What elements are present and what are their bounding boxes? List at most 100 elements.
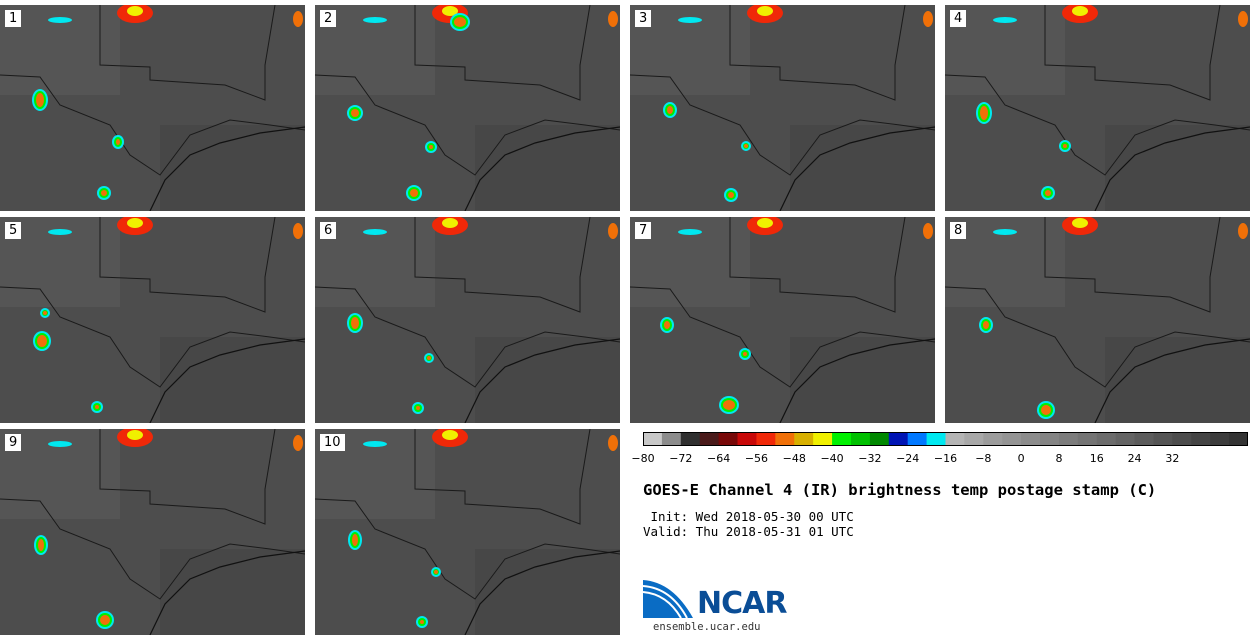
colorbar-swatch	[737, 432, 757, 446]
colorbar-swatch	[888, 432, 909, 446]
coastline	[779, 126, 935, 211]
panel-number: 9	[5, 434, 22, 451]
state-line	[1044, 5, 1221, 101]
colorbar-swatch	[1077, 432, 1098, 446]
colorbar-tick-label: −16	[933, 452, 958, 465]
colorbar-tick-label: −40	[820, 452, 844, 465]
colorbar-swatch	[718, 432, 739, 446]
state-line	[414, 217, 591, 313]
stamp-panel-1: 1	[0, 5, 305, 211]
satellite-image	[630, 5, 935, 211]
coastline	[149, 338, 305, 423]
panel-number: 8	[950, 222, 967, 239]
colorbar-swatch	[1229, 432, 1248, 446]
colorbar-swatch	[945, 432, 965, 446]
state-line	[99, 217, 276, 313]
satellite-image	[945, 217, 1250, 423]
colorbar-tick-label: −8	[975, 452, 992, 465]
coastline	[464, 126, 620, 211]
colorbar-swatch	[1153, 432, 1173, 446]
colorbar-swatch	[1172, 432, 1192, 446]
colorbar-swatch	[1134, 432, 1154, 446]
state-line	[1044, 217, 1221, 313]
panel-number: 1	[5, 10, 22, 27]
satellite-image	[315, 217, 620, 423]
colorbar-swatch	[794, 432, 814, 446]
colorbar-swatch	[756, 432, 776, 446]
border-line	[315, 286, 620, 388]
site-url[interactable]: ensemble.ucar.edu	[653, 621, 761, 633]
stamp-panel-3: 3	[630, 5, 935, 211]
init-time: Init: Wed 2018-05-30 00 UTC	[643, 509, 854, 524]
border-line	[630, 74, 935, 176]
panel-number: 4	[950, 10, 967, 27]
colorbar-swatch	[680, 432, 701, 446]
satellite-image	[315, 429, 620, 635]
coastline	[1094, 338, 1250, 423]
satellite-image	[0, 5, 305, 211]
colorbar-swatch	[643, 432, 663, 446]
panel-number: 5	[5, 222, 22, 239]
colorbar-tick-label: −72	[669, 452, 693, 465]
border-line	[315, 498, 620, 600]
panel-number: 7	[635, 222, 652, 239]
colorbar-swatch	[1002, 432, 1022, 446]
panel-number: 3	[635, 10, 652, 27]
coastline	[464, 338, 620, 423]
colorbar-swatch	[850, 432, 871, 446]
border-line	[630, 286, 935, 388]
colorbar-swatch	[907, 432, 928, 446]
border-line	[0, 286, 305, 388]
colorbar-swatch	[699, 432, 720, 446]
stamp-panel-6: 6	[315, 217, 620, 423]
colorbar-swatch	[813, 432, 833, 446]
colorbar-tick-label: −24	[896, 452, 920, 465]
stamp-panel-4: 4	[945, 5, 1250, 211]
stamp-panel-2: 2	[315, 5, 620, 211]
stamp-panel-10: 10	[315, 429, 620, 635]
coastline	[779, 338, 935, 423]
colorbar-swatch	[1210, 432, 1230, 446]
colorbar-tick-label: 24	[1127, 452, 1142, 465]
stamp-panel-9: 9	[0, 429, 305, 635]
colorbar-swatch	[1040, 432, 1060, 446]
colorbar-tick-label: 32	[1165, 452, 1180, 465]
state-line	[99, 429, 276, 525]
coastline	[149, 126, 305, 211]
coastline	[464, 550, 620, 635]
colorbar-swatch	[1191, 432, 1211, 446]
panel-number: 10	[320, 434, 345, 451]
panel-number: 2	[320, 10, 337, 27]
stamp-panel-8: 8	[945, 217, 1250, 423]
border-line	[315, 74, 620, 176]
colorbar-swatch	[964, 432, 984, 446]
figure-title: GOES-E Channel 4 (IR) brightness temp po…	[643, 481, 1157, 499]
colorbar-swatch	[1096, 432, 1117, 446]
colorbar-swatch	[1021, 432, 1041, 446]
coastline	[1094, 126, 1250, 211]
border-line	[945, 286, 1250, 388]
colorbar-tick-label: 0	[1017, 452, 1025, 465]
colorbar-swatch	[1115, 432, 1136, 446]
colorbar-tick-label: −80	[631, 452, 655, 465]
valid-time: Valid: Thu 2018-05-31 01 UTC	[643, 524, 854, 539]
satellite-image	[315, 5, 620, 211]
colorbar-swatch	[661, 432, 682, 446]
colorbar-tick-label: 16	[1089, 452, 1104, 465]
state-line	[414, 429, 591, 525]
panel-number: 6	[320, 222, 337, 239]
temperature-colorbar	[643, 432, 1248, 446]
satellite-image	[0, 217, 305, 423]
colorbar-swatch	[775, 432, 795, 446]
colorbar-tick-label: −64	[707, 452, 731, 465]
state-line	[729, 5, 906, 101]
colorbar-swatch	[983, 432, 1003, 446]
logo-wordmark: NCAR	[697, 586, 787, 621]
satellite-image	[0, 429, 305, 635]
state-line	[414, 5, 591, 101]
colorbar-tick-label: 8	[1055, 452, 1063, 465]
coastline	[149, 550, 305, 635]
state-line	[99, 5, 276, 101]
satellite-image	[630, 217, 935, 423]
stamp-panel-5: 5	[0, 217, 305, 423]
